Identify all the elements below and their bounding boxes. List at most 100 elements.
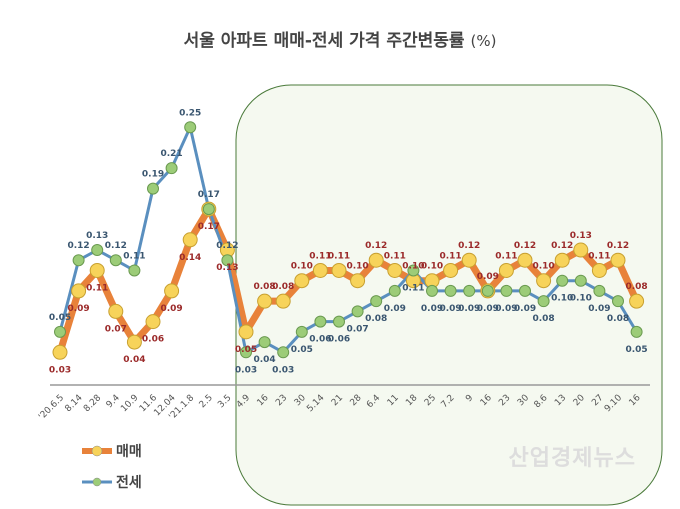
data-label: 0.13 bbox=[86, 231, 108, 241]
data-label: 0.11 bbox=[328, 251, 350, 261]
data-point bbox=[182, 232, 198, 248]
data-point bbox=[536, 273, 552, 289]
x-tick-label: 9 bbox=[464, 393, 475, 404]
data-point bbox=[54, 325, 66, 338]
data-point bbox=[370, 295, 383, 308]
legend-label: 매매 bbox=[116, 444, 142, 460]
data-point bbox=[573, 242, 589, 258]
watermark: 산업경제뉴스 bbox=[508, 446, 636, 471]
data-label: 0.12 bbox=[105, 241, 127, 251]
data-label: 0.11 bbox=[439, 251, 461, 261]
data-label: 0.13 bbox=[216, 263, 238, 273]
data-point bbox=[147, 182, 159, 195]
data-label: 0.09 bbox=[458, 304, 480, 314]
data-point bbox=[610, 252, 626, 268]
data-point bbox=[368, 252, 384, 268]
data-label: 0.10 bbox=[346, 262, 368, 272]
data-point bbox=[481, 284, 494, 297]
data-point bbox=[184, 121, 197, 134]
data-point bbox=[52, 344, 68, 360]
x-tick-label: 3.5 bbox=[216, 393, 233, 410]
data-point bbox=[630, 325, 643, 338]
data-point bbox=[240, 346, 252, 359]
data-point bbox=[126, 334, 142, 350]
data-point bbox=[202, 203, 215, 216]
data-point bbox=[537, 295, 550, 308]
data-point bbox=[574, 274, 587, 287]
data-point bbox=[591, 262, 607, 278]
data-label: 0.05 bbox=[235, 345, 257, 355]
data-label: 0.25 bbox=[179, 108, 201, 118]
data-point bbox=[258, 336, 271, 349]
data-label: 0.09 bbox=[421, 304, 443, 314]
data-point bbox=[333, 315, 345, 328]
data-point bbox=[351, 305, 364, 318]
data-point bbox=[108, 303, 124, 319]
data-label: 0.09 bbox=[477, 272, 499, 282]
data-point bbox=[388, 284, 401, 297]
data-point bbox=[221, 254, 234, 267]
data-point bbox=[498, 262, 514, 278]
data-point bbox=[444, 284, 457, 297]
data-label: 0.10 bbox=[291, 262, 313, 272]
data-label: 0.19 bbox=[142, 170, 164, 180]
data-label: 0.07 bbox=[105, 324, 127, 334]
data-label: 0.17 bbox=[198, 222, 220, 232]
data-label: 0.09 bbox=[495, 304, 517, 314]
data-label: 0.07 bbox=[346, 324, 368, 334]
data-label: 0.05 bbox=[49, 313, 71, 323]
data-label: 0.14 bbox=[179, 253, 201, 263]
data-label: 0.12 bbox=[67, 241, 89, 251]
data-point bbox=[556, 274, 569, 287]
data-label: 0.09 bbox=[160, 304, 182, 314]
data-point bbox=[238, 324, 254, 340]
data-point bbox=[314, 315, 327, 328]
data-point bbox=[312, 262, 328, 278]
x-tick-label: 8.14 bbox=[63, 393, 84, 414]
legend-marker bbox=[91, 445, 103, 457]
data-label: 0.11 bbox=[384, 251, 406, 261]
data-label: 0.04 bbox=[253, 355, 275, 365]
data-label: 0.08 bbox=[625, 282, 647, 292]
data-point bbox=[387, 262, 403, 278]
data-label: 0.13 bbox=[570, 231, 592, 241]
data-label: 0.06 bbox=[328, 335, 350, 345]
data-label: 0.09 bbox=[588, 304, 610, 314]
data-point bbox=[295, 325, 308, 338]
data-point bbox=[593, 284, 606, 297]
data-point bbox=[500, 284, 513, 297]
data-point bbox=[71, 283, 87, 299]
data-label: 0.12 bbox=[514, 241, 536, 251]
data-point bbox=[165, 162, 178, 175]
data-point bbox=[257, 293, 273, 309]
data-point bbox=[463, 284, 476, 297]
chart-title: 서울 아파트 매매-전세 가격 주간변동률 (%) bbox=[0, 26, 680, 51]
data-label: 0.05 bbox=[291, 345, 313, 355]
data-label: 0.12 bbox=[551, 241, 573, 251]
legend-label: 전세 bbox=[116, 474, 142, 491]
data-label: 0.09 bbox=[384, 304, 406, 314]
data-label: 0.11 bbox=[86, 283, 108, 293]
legend-marker bbox=[92, 477, 102, 487]
data-point bbox=[72, 254, 85, 267]
data-point bbox=[519, 284, 531, 297]
data-point bbox=[128, 264, 141, 277]
data-label: 0.10 bbox=[421, 262, 443, 272]
data-point bbox=[517, 252, 533, 268]
data-point bbox=[612, 295, 624, 308]
data-label: 0.04 bbox=[123, 355, 145, 365]
x-tick-label: 2.5 bbox=[198, 393, 215, 410]
data-point bbox=[275, 293, 291, 309]
data-label: 0.12 bbox=[607, 241, 629, 251]
data-label: 0.17 bbox=[198, 190, 220, 200]
data-label: 0.11 bbox=[495, 251, 517, 261]
data-label: 0.11 bbox=[588, 251, 610, 261]
data-point bbox=[277, 346, 290, 359]
data-point bbox=[461, 252, 477, 268]
data-point bbox=[426, 284, 438, 297]
data-point bbox=[443, 262, 459, 278]
data-label: 0.09 bbox=[67, 304, 89, 314]
data-label: 0.11 bbox=[309, 251, 331, 261]
